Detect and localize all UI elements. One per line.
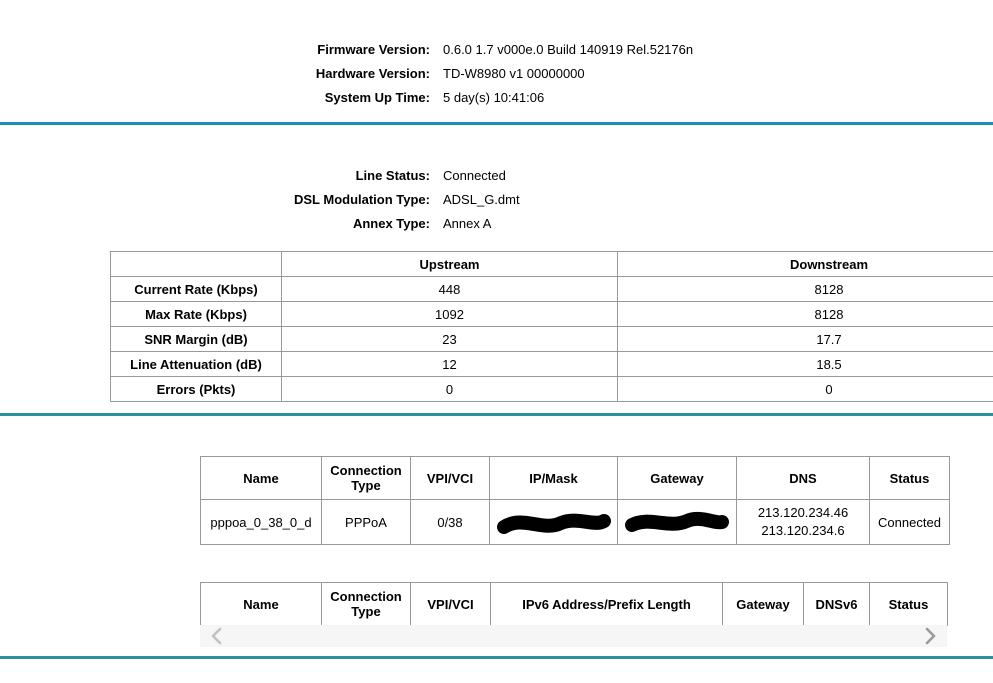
wan-ipv4-table: Name Connection Type VPI/VCI IP/Mask Gat…: [200, 456, 950, 545]
hardware-version-label: Hardware Version:: [315, 66, 430, 81]
firmware-version-label: Firmware Version:: [317, 42, 430, 57]
redaction-scribble-icon: [625, 511, 729, 532]
upstream-header: Upstream: [281, 251, 618, 277]
ipv6-connection-type-header: Connection Type: [321, 582, 411, 626]
modulation-type-value: ADSL_G.dmt: [443, 192, 520, 207]
ipv6-vpi-vci-header: VPI/VCI: [410, 582, 491, 626]
wan-connection-type-header: Connection Type: [321, 456, 411, 500]
current-rate-downstream: 8128: [617, 276, 993, 302]
uptime-value: 5 day(s) 10:41:06: [443, 90, 545, 105]
annex-type-label: Annex Type:: [352, 216, 430, 231]
line-status-row: Line Status: Connected: [0, 164, 993, 188]
section-divider-middle: [0, 413, 993, 416]
wan-dns-cell: 213.120.234.46 213.120.234.6: [736, 499, 870, 545]
table-row: Max Rate (Kbps) 1092 8128: [110, 301, 993, 327]
table-row: Line Attenuation (dB) 12 18.5: [110, 351, 993, 377]
ipv6-address-header: IPv6 Address/Prefix Length: [490, 582, 723, 626]
chevron-left-icon: [211, 627, 222, 645]
wan-name-header: Name: [200, 456, 322, 500]
line-attenuation-label: Line Attenuation (dB): [110, 351, 282, 377]
scroll-right-button[interactable]: [924, 627, 937, 645]
modulation-type-row: DSL Modulation Type: ADSL_G.dmt: [0, 188, 993, 212]
dns-primary: 213.120.234.46: [757, 505, 849, 520]
chevron-right-icon: [925, 627, 936, 645]
modulation-type-label: DSL Modulation Type:: [293, 192, 430, 207]
dns-secondary: 213.120.234.6: [761, 523, 845, 538]
annex-type-value: Annex A: [443, 216, 492, 231]
wan-ipv6-header-row: Name Connection Type VPI/VCI IPv6 Addres…: [200, 582, 948, 626]
section-divider-bottom: [0, 656, 993, 659]
dsl-stats-table: Upstream Downstream Current Rate (Kbps) …: [110, 251, 993, 402]
snr-margin-label: SNR Margin (dB): [110, 326, 282, 352]
max-rate-label: Max Rate (Kbps): [110, 301, 282, 327]
errors-downstream: 0: [617, 376, 993, 402]
ipv6-name-header: Name: [200, 582, 322, 626]
table-scrollbar[interactable]: [200, 625, 947, 647]
wan-status-header: Status: [869, 456, 950, 500]
scroll-left-button[interactable]: [210, 627, 223, 645]
wan-ipv6-table: Name Connection Type VPI/VCI IPv6 Addres…: [200, 582, 948, 626]
line-attenuation-downstream: 18.5: [617, 351, 993, 377]
redaction-scribble-icon: [496, 513, 611, 534]
dsl-stats-header-row: Upstream Downstream: [110, 251, 993, 277]
line-attenuation-upstream: 12: [281, 351, 618, 377]
wan-ipv4-data-row: pppoa_0_38_0_d PPPoA 0/38 213.120.234.46…: [200, 499, 950, 545]
current-rate-label: Current Rate (Kbps): [110, 276, 282, 302]
current-rate-upstream: 448: [281, 276, 618, 302]
table-row: SNR Margin (dB) 23 17.7: [110, 326, 993, 352]
ipv6-dnsv6-header: DNSv6: [803, 582, 870, 626]
table-row: Current Rate (Kbps) 448 8128: [110, 276, 993, 302]
uptime-label: System Up Time:: [324, 90, 430, 105]
wan-connection-type-cell: PPPoA: [321, 499, 411, 545]
max-rate-downstream: 8128: [617, 301, 993, 327]
firmware-version-value: 0.6.0 1.7 v000e.0 Build 140919 Rel.52176…: [443, 42, 694, 57]
system-info-section: Firmware Version: 0.6.0 1.7 v000e.0 Buil…: [0, 38, 993, 110]
ipv6-status-header: Status: [869, 582, 948, 626]
snr-margin-upstream: 23: [281, 326, 618, 352]
errors-label: Errors (Pkts): [110, 376, 282, 402]
hardware-version-value: TD-W8980 v1 00000000: [443, 66, 585, 81]
section-divider-top: [0, 122, 993, 125]
hardware-version-row: Hardware Version: TD-W8980 v1 00000000: [0, 62, 993, 86]
wan-gateway-cell: [617, 499, 737, 545]
wan-name-cell: pppoa_0_38_0_d: [200, 499, 322, 545]
uptime-row: System Up Time: 5 day(s) 10:41:06: [0, 86, 993, 110]
firmware-version-row: Firmware Version: 0.6.0 1.7 v000e.0 Buil…: [0, 38, 993, 62]
line-status-value: Connected: [443, 168, 506, 183]
wan-ip-mask-cell: [489, 499, 618, 545]
wan-vpi-vci-cell: 0/38: [410, 499, 490, 545]
wan-gateway-header: Gateway: [617, 456, 737, 500]
wan-status-cell: Connected: [869, 499, 950, 545]
wan-ipv4-header-row: Name Connection Type VPI/VCI IP/Mask Gat…: [200, 456, 950, 500]
max-rate-upstream: 1092: [281, 301, 618, 327]
line-status-label: Line Status:: [355, 168, 430, 183]
errors-upstream: 0: [281, 376, 618, 402]
wan-ip-mask-header: IP/Mask: [489, 456, 618, 500]
dsl-info-section: Line Status: Connected DSL Modulation Ty…: [0, 164, 993, 236]
annex-type-row: Annex Type: Annex A: [0, 212, 993, 236]
wan-dns-header: DNS: [736, 456, 870, 500]
snr-margin-downstream: 17.7: [617, 326, 993, 352]
table-row: Errors (Pkts) 0 0: [110, 376, 993, 402]
wan-vpi-vci-header: VPI/VCI: [410, 456, 490, 500]
ipv6-gateway-header: Gateway: [722, 582, 804, 626]
dsl-stats-corner-cell: [110, 251, 282, 277]
downstream-header: Downstream: [617, 251, 993, 277]
